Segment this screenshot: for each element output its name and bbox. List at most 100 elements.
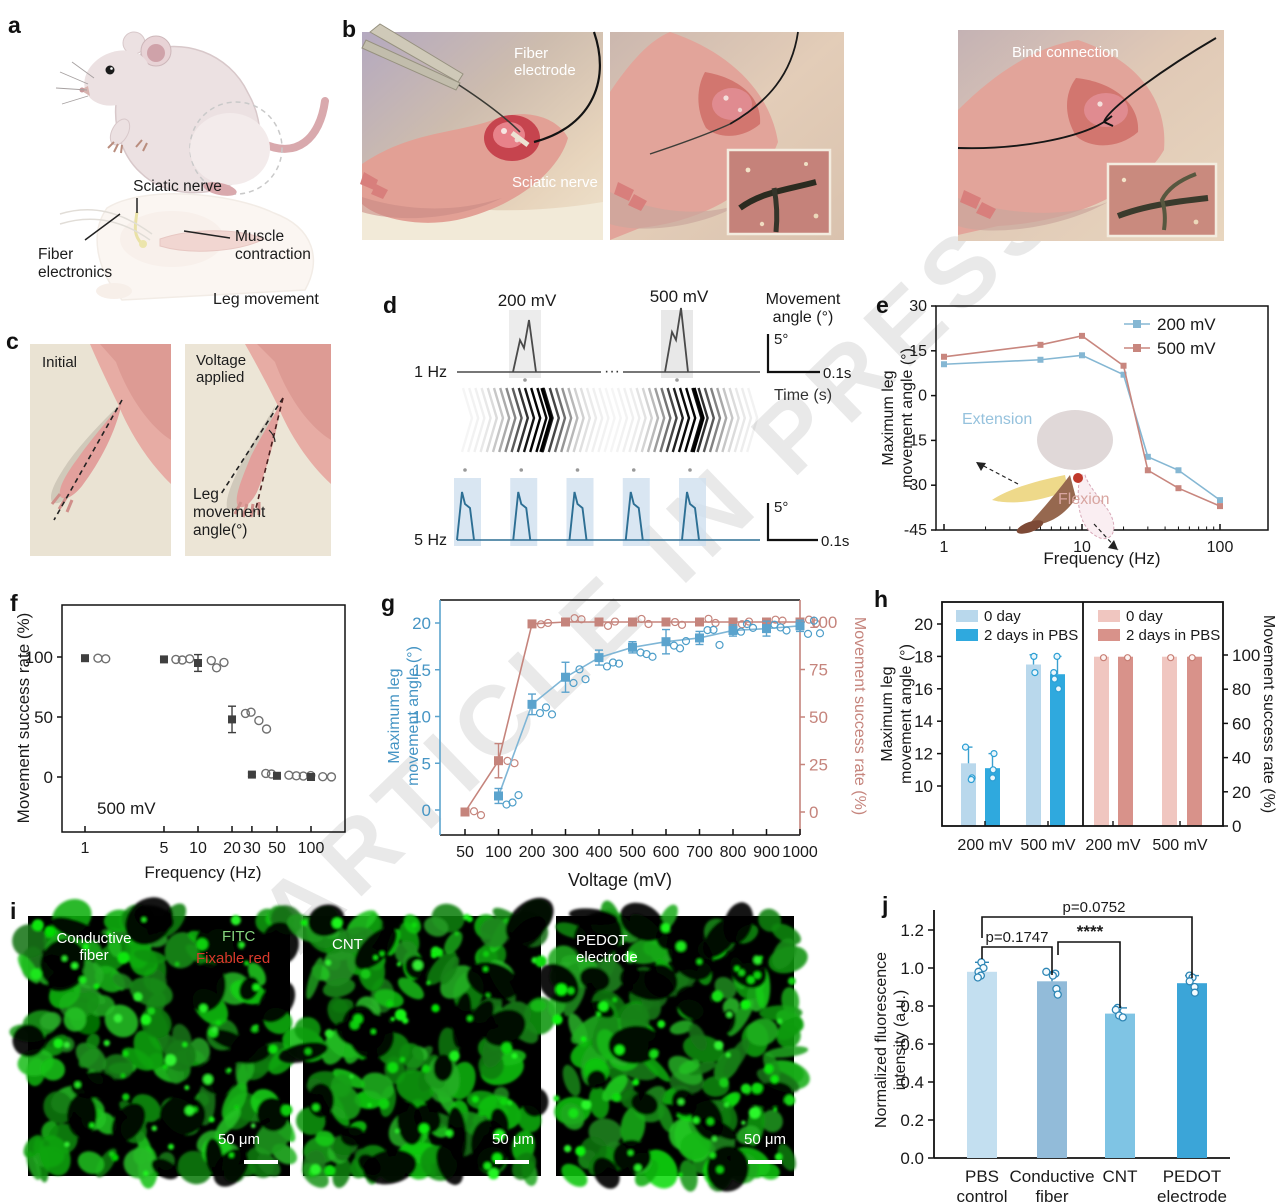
svg-text:100: 100	[1232, 646, 1260, 665]
svg-text:movement angle (°): movement angle (°)	[899, 348, 916, 488]
micrograph-conductive-fiber	[9, 897, 303, 1189]
svg-text:1: 1	[940, 539, 949, 556]
svg-text:Extension: Extension	[962, 411, 1032, 428]
svg-text:500 mV: 500 mV	[1020, 837, 1075, 854]
svg-text:500 mV: 500 mV	[1157, 339, 1216, 358]
panel-letter-h: h	[874, 586, 889, 612]
label-fiber-electrode: Fiber electrode	[514, 45, 576, 80]
svg-text:angle (°): angle (°)	[773, 309, 834, 326]
extension-flexion-inset: Extension Flexion	[962, 410, 1119, 551]
svg-text:intensity (a.u.): intensity (a.u.)	[892, 990, 909, 1090]
svg-text:10: 10	[412, 708, 431, 727]
svg-text:200: 200	[519, 844, 546, 861]
svg-text:100: 100	[25, 648, 53, 667]
photo-bind-connection	[957, 30, 1224, 241]
svg-text:electrode: electrode	[1157, 1187, 1227, 1204]
micrograph-pedot-electrode	[538, 900, 810, 1192]
svg-text:Movement success rate (%): Movement success rate (%)	[14, 613, 33, 824]
panel-letter-i: i	[10, 898, 17, 924]
svg-text:5: 5	[422, 754, 431, 773]
svg-text:20: 20	[412, 614, 431, 633]
svg-text:700: 700	[686, 844, 713, 861]
svg-text:5 Hz: 5 Hz	[414, 532, 447, 549]
svg-text:0 day: 0 day	[984, 608, 1021, 625]
label-voltage-applied: Voltage applied	[196, 352, 247, 387]
svg-text:Movement success rate (%): Movement success rate (%)	[851, 617, 868, 815]
svg-text:-30: -30	[904, 477, 927, 494]
photo-electrode-sutured	[610, 31, 844, 240]
svg-text:30: 30	[909, 298, 927, 315]
svg-text:100: 100	[298, 840, 325, 857]
label-sciatic-nerve-photo: Sciatic nerve	[512, 174, 598, 191]
chart-e-legend: 200 mV 500 mV	[1124, 315, 1216, 358]
label-fiber-electronics: Fiber electronics	[38, 246, 113, 281]
svg-text:2 days in PBS: 2 days in PBS	[984, 627, 1078, 644]
svg-text:500: 500	[619, 844, 646, 861]
svg-text:1.0: 1.0	[900, 959, 924, 978]
whiskers	[55, 61, 95, 105]
panel-letter-e: e	[876, 292, 889, 318]
svg-text:PBS: PBS	[965, 1167, 999, 1186]
svg-text:Time (s): Time (s)	[774, 387, 832, 404]
photo-leg-voltage-applied	[185, 344, 331, 556]
svg-text:p=0.0752: p=0.0752	[1063, 899, 1126, 916]
panel-letter-j: j	[882, 892, 889, 918]
chart-h-content: 10 12 14 16 18 20 0 20 40 60 80 100 200 mV 500 mV 200 …	[879, 601, 1277, 854]
svg-text:0.2: 0.2	[900, 1111, 924, 1130]
micrograph-content	[9, 897, 303, 1189]
micrograph-content	[538, 900, 810, 1192]
svg-text:5: 5	[160, 840, 169, 857]
photo-inset	[1106, 162, 1218, 238]
svg-text:900: 900	[753, 844, 780, 861]
label-leg-movement-angle: Leg movement angle(°)	[193, 486, 266, 539]
svg-text:100: 100	[485, 844, 512, 861]
svg-text:0: 0	[809, 803, 818, 822]
svg-text:0.6: 0.6	[900, 1035, 924, 1054]
mouse-body	[55, 31, 329, 196]
svg-text:10: 10	[189, 840, 207, 857]
svg-text:0: 0	[44, 768, 53, 787]
panel-letter-a: a	[8, 12, 21, 38]
mouse-anatomy-illustration	[55, 31, 329, 301]
svg-text:Flexion: Flexion	[1058, 491, 1110, 508]
svg-text:control: control	[956, 1187, 1007, 1204]
svg-text:movement angle (°): movement angle (°)	[898, 644, 915, 784]
svg-text:50: 50	[456, 844, 474, 861]
svg-text:300: 300	[552, 844, 579, 861]
svg-text:15: 15	[909, 343, 927, 360]
scalebar-label-2: 50 μm	[492, 1131, 534, 1148]
svg-text:PEDOT: PEDOT	[1163, 1167, 1222, 1186]
label-muscle-contraction: Muscle contraction	[235, 228, 311, 263]
svg-text:Maximum leg: Maximum leg	[880, 370, 897, 465]
svg-text:500 mV: 500 mV	[97, 799, 156, 818]
svg-text:25: 25	[809, 756, 828, 775]
svg-text:0 day: 0 day	[1126, 608, 1163, 625]
svg-text:0.0: 0.0	[900, 1149, 924, 1168]
svg-text:400: 400	[586, 844, 613, 861]
photo-inset	[726, 148, 832, 236]
svg-text:12: 12	[914, 745, 933, 764]
svg-text:fiber: fiber	[1035, 1187, 1068, 1204]
svg-text:100: 100	[1207, 539, 1234, 556]
svg-text:0.4: 0.4	[900, 1073, 924, 1092]
panel-letter-g: g	[381, 590, 396, 616]
svg-text:200 mV: 200 mV	[1157, 315, 1216, 334]
svg-text:600: 600	[653, 844, 680, 861]
svg-text:60: 60	[1232, 714, 1251, 733]
svg-text:500 mV: 500 mV	[1152, 837, 1207, 854]
svg-text:0: 0	[422, 801, 431, 820]
svg-text:0.1s: 0.1s	[821, 533, 849, 550]
svg-text:···: ···	[604, 363, 620, 380]
label-line2: electrode	[576, 949, 638, 967]
ghost-leg-anatomy	[59, 193, 315, 301]
svg-text:50: 50	[268, 840, 286, 857]
svg-text:Frequency (Hz): Frequency (Hz)	[1043, 549, 1160, 568]
chart-j-fluorescence-bars: 0.0 0.2 0.4 0.6 0.8 1.0 1.2 p=0.1747 **** p=0.075…	[873, 899, 1230, 1204]
svg-text:14: 14	[914, 712, 933, 731]
svg-text:200 mV: 200 mV	[498, 291, 557, 310]
svg-text:1 Hz: 1 Hz	[414, 364, 447, 381]
label-micro-cnt: CNT	[332, 936, 363, 953]
